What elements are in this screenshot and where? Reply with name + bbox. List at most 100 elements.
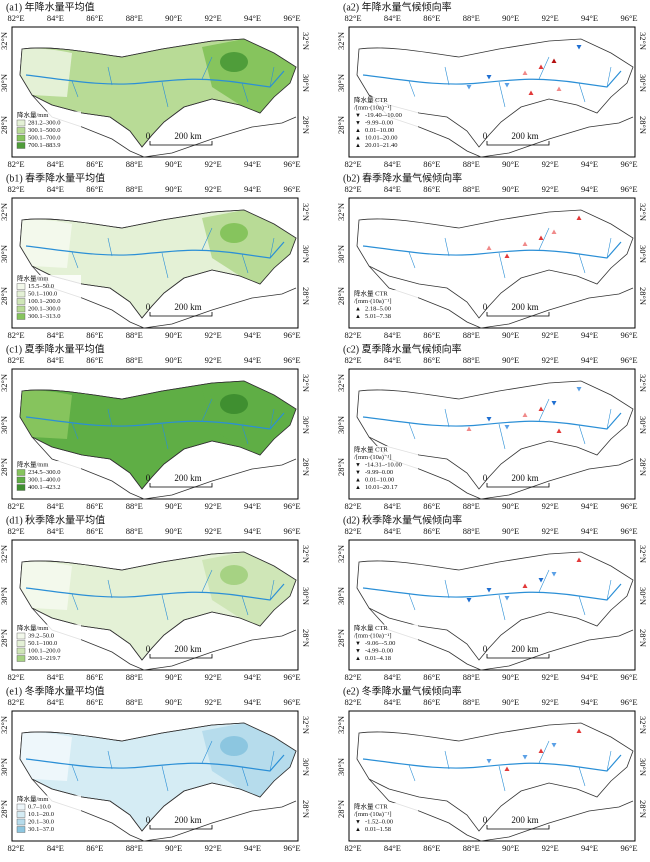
lon-label: 86°E [86,184,103,194]
legend-title: /[mm·(10a)⁻¹] [354,298,392,305]
legend-label: 200.1–300.0 [28,305,61,312]
legend-swatch [16,142,26,149]
lat-label: 30°N [638,416,648,434]
lon-label: 90°E [165,330,182,340]
tributary [408,80,416,98]
tributary [107,579,113,599]
lon-label: 92°E [542,159,559,169]
lon-label: 86°E [86,13,103,23]
scale-bar [486,825,550,830]
legend: 降水量 CTR/[mm·(10a)⁻¹]▲ 2.18–5.00▲ 5.01–7.38 [352,288,418,323]
station-marker [504,766,510,771]
map: 降水量 CTR/[mm·(10a)⁻¹] ▼ -19.40–-10.00 ▼ -9.99… [352,38,634,158]
lon-label: 90°E [502,697,519,707]
lat-label: 30°N [336,74,346,92]
lon-label: 86°E [86,501,103,511]
legend-swatch [16,298,26,305]
lon-label: 88°E [126,501,143,511]
legend-title: 降水量 CTR [354,288,388,297]
lon-label: 82°E [7,697,24,707]
lon-label: 82°E [7,672,24,682]
legend-label: 0.01–1.58 [365,826,391,833]
station-marker [504,425,510,430]
legend-label: -19.40–-10.00 [365,112,402,119]
panel-title: (c1) 夏季降水量平均值 [6,342,105,355]
lon-label: 88°E [463,355,480,365]
station-marker [576,45,582,50]
lon-label: 94°E [244,697,261,707]
tributary [269,66,275,88]
tributary [161,81,169,108]
zone [220,565,248,585]
scale-bar [486,141,550,146]
lat-label: 30°N [0,245,9,263]
legend-box [15,111,81,152]
lon-label: 92°E [542,184,559,194]
lon-label: 96°E [283,355,300,365]
lon-label: 90°E [502,526,519,536]
lon-label: 86°E [86,330,103,340]
scale-zero: 0 [146,644,151,654]
lat-label: 32°N [638,374,648,392]
lon-label: 82°E [344,330,361,340]
lon-label: 84°E [47,843,64,853]
lon-label: 94°E [581,159,598,169]
legend-marker: ▼ [355,470,361,476]
panel: (d1) 秋季降水量平均值82°E82°E84°E84°E86°E86°E88°… [0,513,311,682]
lon-label: 84°E [384,843,401,853]
lon-label: 90°E [165,843,182,853]
tributary [538,569,550,593]
tributary [498,423,506,450]
map: 降水量/mm281.2–300.0300.1–500.0500.1–700.07… [15,38,297,158]
tributary [498,81,506,108]
tributary [606,408,612,430]
legend-label: 700.1–883.9 [28,142,61,149]
lat-label: 32°N [336,374,346,392]
station-marker [538,748,544,753]
legend-swatch [16,283,26,290]
scale-zero: 0 [483,644,488,654]
scale-distance: 200 km [174,815,201,825]
station-marker [486,245,492,250]
lon-label: 88°E [463,330,480,340]
legend-swatch [16,811,26,818]
lon-label: 90°E [165,501,182,511]
legend-label: 500.1–700.0 [28,134,61,141]
scale-distance: 200 km [174,644,201,654]
scale-distance: 200 km [511,815,538,825]
lon-label: 92°E [205,526,222,536]
lat-label: 30°N [638,758,648,776]
lat-label: 32°N [301,716,311,734]
tributary [269,750,275,772]
station-marker [466,426,472,431]
tributary [107,750,113,770]
basin [356,209,634,319]
legend-swatch [16,313,26,320]
legend-marker: ▲ [355,135,361,141]
tributary [71,593,79,611]
lat-label: 28°N [301,458,311,476]
lon-label: 84°E [47,184,64,194]
legend: 降水量/mm281.2–300.0300.1–500.0500.1–700.07… [15,110,81,152]
legend-title: 降水量 CTR [354,623,388,632]
legend-title: /[mm·(10a)⁻¹] [354,811,392,818]
lat-label: 28°N [0,800,9,818]
lon-label: 88°E [126,697,143,707]
lon-label: 84°E [384,355,401,365]
panel: (b2) 春季降水量气候倾向率82°E82°E84°E84°E86°E86°E8… [336,171,648,340]
lon-label: 96°E [620,672,637,682]
river [25,241,285,259]
panel-title: (d1) 秋季降水量平均值 [6,513,105,526]
lon-label: 86°E [86,697,103,707]
lon-label: 88°E [126,355,143,365]
lon-label: 96°E [620,159,637,169]
lat-label: 28°N [638,629,648,647]
lon-label: 86°E [423,330,440,340]
tributary [161,252,169,279]
legend-title: /[mm·(10a)⁻¹] [354,104,392,111]
lon-label: 94°E [244,672,261,682]
lon-label: 94°E [581,501,598,511]
station-marker [556,86,562,91]
lon-label: 88°E [126,672,143,682]
tributary [71,422,79,440]
